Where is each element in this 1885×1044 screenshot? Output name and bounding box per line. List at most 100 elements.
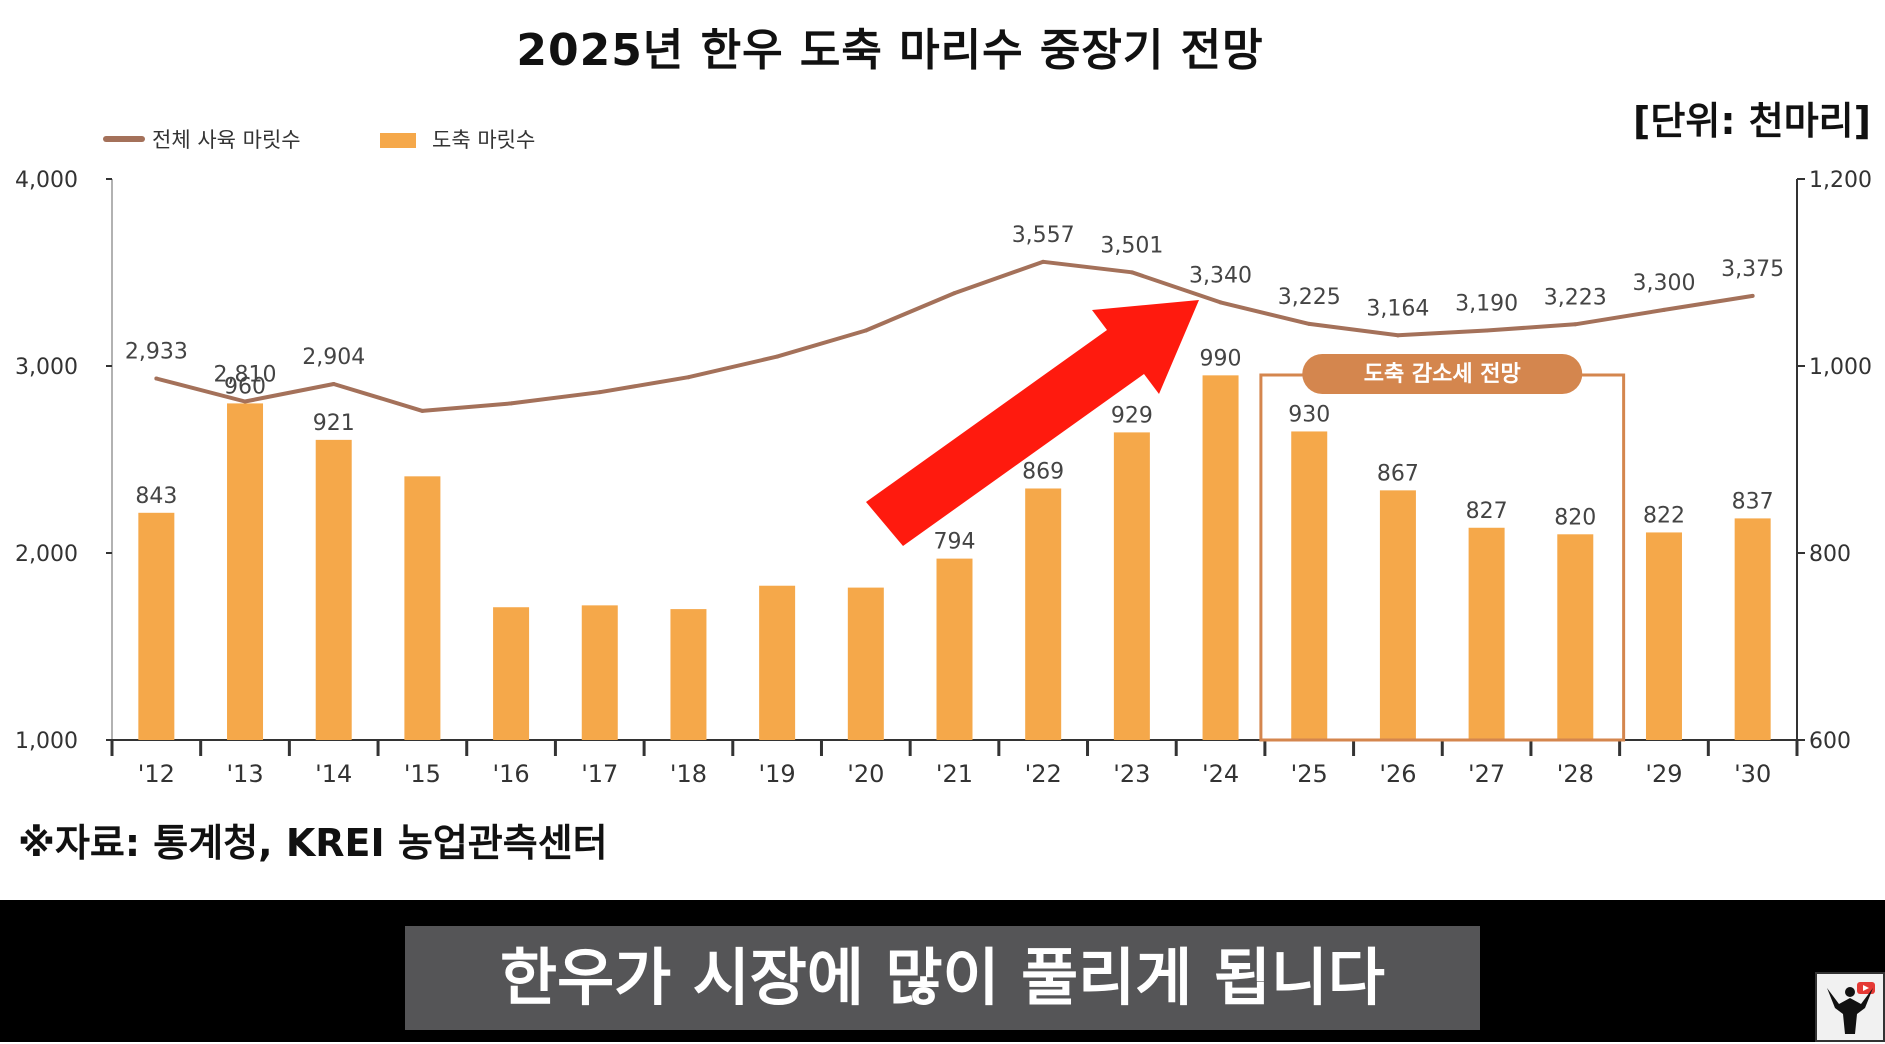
line-value-label: 2,933 [125,340,188,365]
bar [138,512,175,740]
line-point [597,390,602,395]
bar [1202,375,1239,740]
unit-label: [단위: 천마리] [1633,99,1871,143]
line-value-label: 3,375 [1721,257,1784,282]
bar-value-label: 843 [135,484,177,509]
line-point [1041,259,1046,264]
bar-value-label: 960 [224,374,266,399]
line-point [243,399,248,404]
line-point [154,376,159,381]
line-point [1218,300,1223,305]
line-point [686,375,691,380]
y-right-tick-label: 800 [1809,542,1851,567]
line-point [863,328,868,333]
line-value-label: 2,810 [214,363,277,388]
y-left-tick-label: 2,000 [15,542,78,567]
bar [1025,488,1062,740]
line-point [509,401,514,406]
chart-area: 2025년 한우 도축 마리수 중장기 전망 [단위: 천마리] 전체 사육 마… [15,25,1872,865]
line-value-label: 3,340 [1189,263,1252,288]
bar-value-label: 990 [1200,346,1242,371]
line-point [1129,270,1134,275]
x-tick-label: '13 [226,760,263,788]
line-point [1573,322,1578,327]
line-point [1750,293,1755,298]
x-tick-label: '26 [1379,760,1416,788]
y-right-tick-label: 1,200 [1809,168,1872,193]
bar-value-label: 820 [1554,505,1596,530]
bar [1557,534,1594,740]
data-labels: 843 960 921 794 869 929 990 930 867 827 820 822 837 2… [125,223,1784,555]
x-tick-label: '24 [1202,760,1239,788]
y-left-tick-label: 1,000 [15,729,78,754]
bar-value-label: 930 [1288,402,1330,427]
line-value-label: 3,300 [1632,271,1695,296]
line-point [331,381,336,386]
x-tick-label: '18 [670,760,707,788]
bars [138,375,1771,740]
y-right-tick-label: 600 [1809,729,1851,754]
arrow-icon [866,300,1199,546]
line-value-label: 3,164 [1366,296,1429,321]
x-tick-label: '20 [847,760,884,788]
forecast-pill [1302,354,1583,394]
x-tick-label: '23 [1113,760,1150,788]
x-tick-label: '15 [404,760,441,788]
bar [581,605,618,740]
x-tick-label: '22 [1025,760,1062,788]
x-tick-label: '14 [315,760,352,788]
bar [847,587,884,740]
line-point [1307,321,1312,326]
bar-value-label: 921 [313,411,355,436]
bar-value-label: 837 [1732,489,1774,514]
channel-logo-icon[interactable] [1815,972,1885,1042]
bar [1734,518,1771,740]
line-value-label: 3,501 [1100,233,1163,258]
legend-bar-swatch [380,133,416,148]
x-tick-label: '30 [1734,760,1771,788]
bar-value-label: 827 [1466,499,1508,524]
bar-value-label: 869 [1022,459,1064,484]
bar [1379,490,1416,740]
chart-svg: 전체 사육 마릿수 도축 마릿수 1,000 2,000 3,000 4,000 600… [15,128,1872,788]
x-tick-label: '28 [1557,760,1594,788]
bar-value-label: 794 [934,530,976,555]
x-tick-label: '21 [936,760,973,788]
source-note: ※자료: 통계청, KREI 농업관측센터 [18,821,608,865]
legend-line-label: 전체 사육 마릿수 [152,128,301,152]
subtitle-box: 한우가 시장에 많이 풀리게 됩니다 [405,926,1480,1030]
line-value-label: 2,904 [302,345,365,370]
line-point [420,408,425,413]
line-value-label: 3,225 [1278,285,1341,310]
y-right-tick-label: 1,000 [1809,355,1872,380]
line-point [1484,328,1489,333]
bar [1645,532,1682,740]
chart-title: 2025년 한우 도축 마리수 중장기 전망 [516,25,1264,76]
x-tick-label: '19 [759,760,796,788]
bar-value-label: 929 [1111,403,1153,428]
line-value-label: 3,223 [1544,285,1607,310]
bar [315,439,352,740]
bar [670,609,707,740]
line-value-label: 3,190 [1455,291,1518,316]
bar [404,476,441,740]
bar [1291,431,1328,740]
x-tick-label: '17 [581,760,618,788]
legend: 전체 사육 마릿수 도축 마릿수 [103,128,535,152]
line-point [775,354,780,359]
line-point [1395,333,1400,338]
x-tick-label: '25 [1291,760,1328,788]
line-point [952,291,957,296]
bar [1468,527,1505,740]
y-left-tick-label: 4,000 [15,168,78,193]
legend-bar-label: 도축 마릿수 [432,128,535,152]
annotation: 도축 감소세 전망 [866,300,1626,742]
line-value-label: 3,557 [1012,223,1075,248]
x-tick-label: '12 [138,760,175,788]
bar [493,607,530,740]
bar-value-label: 867 [1377,461,1419,486]
bar [1113,432,1150,740]
subtitle-text: 한우가 시장에 많이 풀리게 됩니다 [500,941,1385,1014]
line-series [154,259,1755,413]
bar [936,558,973,740]
